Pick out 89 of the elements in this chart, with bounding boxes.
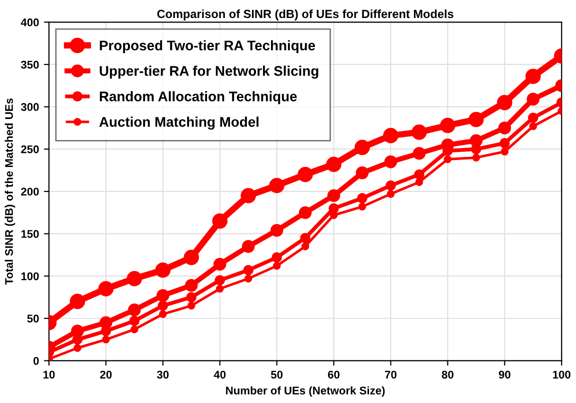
point: [357, 193, 368, 204]
point: [272, 262, 281, 270]
chart-title: Comparison of SINR (dB) of UEs for Different Models: [157, 9, 454, 20]
legend-label: Proposed Two-tier RA Technique: [100, 40, 316, 54]
point: [440, 118, 456, 134]
y-tick-label: 0: [34, 356, 39, 365]
point: [468, 112, 484, 128]
x-axis-title: Number of UEs (Network Size): [226, 386, 385, 397]
legend-label: Random Allocation Technique: [100, 91, 297, 104]
y-tick-label: 50: [27, 314, 39, 323]
point: [126, 270, 142, 286]
point: [529, 122, 538, 130]
point: [270, 224, 284, 237]
point: [74, 344, 82, 352]
point: [470, 134, 483, 148]
point: [272, 252, 282, 263]
point: [497, 94, 512, 110]
point: [269, 178, 284, 194]
x-tick-label: 30: [156, 370, 169, 379]
x-tick-label: 100: [553, 370, 570, 379]
legend-label: Upper-tier RA for Network Slicing: [100, 66, 318, 79]
point: [155, 262, 171, 278]
point: [326, 156, 342, 172]
point: [356, 166, 369, 180]
point: [184, 250, 199, 266]
point: [298, 206, 312, 219]
point: [216, 284, 224, 293]
point: [301, 242, 310, 250]
point: [213, 258, 226, 271]
x-tick-label: 70: [385, 370, 396, 379]
point: [298, 166, 313, 182]
legend-label: Auction Matching Model: [99, 116, 258, 130]
x-tick-label: 50: [270, 370, 283, 379]
point: [100, 316, 112, 329]
point: [412, 124, 427, 140]
point: [240, 188, 256, 204]
x-tick-label: 80: [442, 370, 454, 379]
point: [187, 302, 196, 310]
x-tick-label: 10: [43, 370, 55, 379]
point: [444, 155, 452, 164]
y-tick-label: 100: [21, 272, 39, 280]
y-axis-title: Total SINR (dB) of the Matched UEs: [4, 98, 16, 285]
point: [71, 324, 84, 338]
point: [158, 300, 168, 311]
point: [386, 190, 395, 198]
point: [102, 336, 110, 344]
y-tick-label: 150: [21, 230, 39, 238]
point: [300, 232, 310, 244]
point: [128, 304, 141, 316]
point: [98, 281, 114, 296]
x-tick-label: 60: [328, 370, 340, 379]
point: [386, 180, 396, 191]
point: [70, 294, 86, 310]
point: [500, 138, 510, 148]
point: [243, 264, 254, 276]
point: [186, 292, 196, 302]
point: [414, 169, 424, 180]
point: [383, 128, 398, 144]
y-tick-label: 200: [21, 188, 39, 196]
point: [354, 140, 370, 156]
y-tick-label: 250: [21, 145, 39, 154]
x-tick-label: 20: [100, 370, 112, 379]
point: [358, 202, 366, 211]
point: [244, 274, 252, 282]
point: [129, 316, 140, 326]
point: [212, 213, 228, 229]
y-tick-label: 300: [20, 103, 39, 111]
point: [184, 278, 198, 292]
point: [441, 138, 454, 152]
point: [528, 112, 538, 123]
x-tick-label: 40: [214, 370, 226, 379]
point: [412, 146, 426, 160]
point: [415, 178, 424, 186]
point: [526, 92, 540, 106]
point: [472, 154, 480, 162]
point: [130, 325, 138, 334]
x-tick-label: 90: [498, 370, 510, 379]
y-tick-label: 350: [20, 60, 39, 69]
point: [214, 275, 225, 286]
point: [158, 310, 167, 318]
point: [242, 240, 255, 253]
point: [327, 189, 340, 202]
point: [525, 68, 541, 84]
point: [328, 203, 339, 214]
point: [156, 289, 170, 302]
point: [498, 122, 512, 134]
point: [384, 155, 398, 168]
point: [500, 148, 509, 156]
y-tick-label: 400: [20, 18, 39, 26]
